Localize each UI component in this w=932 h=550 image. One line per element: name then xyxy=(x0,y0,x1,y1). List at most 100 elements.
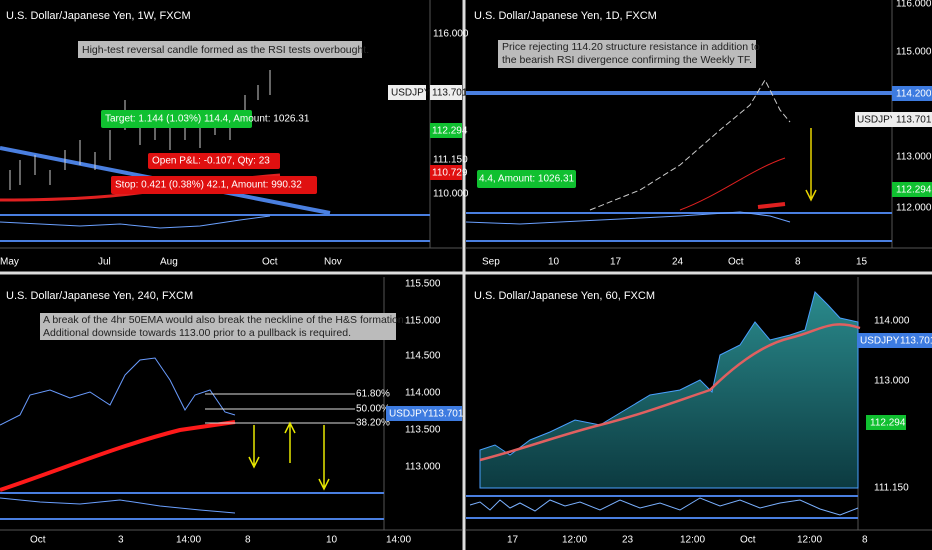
symbol-tag xyxy=(388,85,426,100)
order-label: Target: 1.144 (1.03%) 114.4, Amount: 102… xyxy=(105,114,310,125)
x-label: 14:00 xyxy=(386,535,411,546)
panel-title: U.S. Dollar/Japanese Yen, 1D, FXCM xyxy=(474,10,657,22)
fib-label: 61.80% xyxy=(356,389,390,400)
order-label: Stop: 0.421 (0.38%) 42.1, Amount: 990.32 xyxy=(115,180,302,191)
price-tag-label: 113.701 xyxy=(432,88,468,99)
symbol: USDJPY xyxy=(389,409,429,420)
x-label: 10 xyxy=(548,257,560,268)
annotation: the bearish RSI divergence confirming th… xyxy=(502,54,752,66)
x-label: May xyxy=(0,257,19,268)
symbol: USDJPY xyxy=(857,115,897,126)
panel-title: U.S. Dollar/Japanese Yen, 240, FXCM xyxy=(6,290,193,302)
x-label: 17 xyxy=(507,535,519,546)
price-tag-label: 114.200 xyxy=(896,89,932,100)
axis-label: 111.150 xyxy=(874,483,909,494)
panel-title: U.S. Dollar/Japanese Yen, 1W, FXCM xyxy=(6,10,191,22)
annotation: Price rejecting 114.20 structure resista… xyxy=(502,41,760,53)
price-tag-label: 112.294 xyxy=(432,126,468,137)
x-label: 12:00 xyxy=(562,535,587,546)
panel-1h: U.S. Dollar/Japanese Yen, 60, FXCM 114.0… xyxy=(466,290,932,546)
axis-label: 114.000 xyxy=(405,388,441,399)
order-label: 4.4, Amount: 1026.31 xyxy=(479,174,575,185)
x-label: 24 xyxy=(672,257,684,268)
rsi xyxy=(465,211,791,225)
x-label: 8 xyxy=(862,535,868,546)
divergence-line xyxy=(757,202,786,209)
axis-label: 113.000 xyxy=(896,152,932,163)
x-label: Sep xyxy=(482,257,500,268)
order-stop xyxy=(111,176,317,194)
order-target xyxy=(477,170,576,188)
ema xyxy=(0,420,236,492)
rsi xyxy=(0,497,236,514)
arrow xyxy=(805,128,817,202)
ema xyxy=(679,157,786,211)
panel-title: U.S. Dollar/Japanese Yen, 60, FXCM xyxy=(474,290,655,302)
x-label: 14:00 xyxy=(176,535,201,546)
symbol: USDJPY xyxy=(391,88,431,99)
annotation-box xyxy=(40,313,396,340)
x-label: Oct xyxy=(740,535,756,546)
annotation: A break of the 4hr 50EMA would also brea… xyxy=(43,314,407,326)
x-label: 12:00 xyxy=(797,535,822,546)
axis-label: 110.000 xyxy=(433,189,469,200)
rsi xyxy=(469,497,859,516)
axis-label: 113.500 xyxy=(405,425,441,436)
price-tag xyxy=(430,123,462,138)
symbol: USDJPY xyxy=(860,336,900,347)
x-label: 23 xyxy=(622,535,634,546)
axis-label: 113.000 xyxy=(874,376,910,387)
x-label: Jul xyxy=(98,257,111,268)
rsi xyxy=(0,215,271,229)
fib-label: 50.00% xyxy=(356,404,390,415)
x-label: 10 xyxy=(326,535,338,546)
price-tag-label: 112.294 xyxy=(896,185,932,196)
price-tag xyxy=(892,112,932,127)
candles xyxy=(589,78,791,211)
order-label: Open P&L: -0.107, Qty: 23 xyxy=(152,156,270,167)
x-label: Nov xyxy=(324,257,342,268)
axis-label: 114.000 xyxy=(874,316,910,327)
symbol-tag xyxy=(855,112,892,127)
panel-daily: U.S. Dollar/Japanese Yen, 1D, FXCM Price… xyxy=(465,0,932,268)
annotation: High-test reversal candle formed as the … xyxy=(82,44,369,56)
axis-label: 115.500 xyxy=(405,279,441,290)
axis-label: 115.000 xyxy=(405,316,441,327)
area xyxy=(479,291,859,489)
x-label: 12:00 xyxy=(680,535,705,546)
order-pnl xyxy=(148,153,280,169)
annotation: Additional downside towards 113.00 prior… xyxy=(43,327,351,339)
x-label: Aug xyxy=(160,257,178,268)
panel-4h: U.S. Dollar/Japanese Yen, 240, FXCM 61.8… xyxy=(0,279,464,546)
price-tag-label: 113.701 xyxy=(900,336,932,347)
x-label: 8 xyxy=(795,257,801,268)
annotation-box xyxy=(78,41,362,58)
axis-label: 116.000 xyxy=(433,29,469,40)
price xyxy=(0,357,236,426)
arrow xyxy=(248,421,330,491)
x-label: 15 xyxy=(856,257,868,268)
price-tag-label: 112.294 xyxy=(870,418,906,429)
price-tag xyxy=(430,165,462,180)
price-tag-label: 110.729 xyxy=(432,168,468,179)
x-label: 17 xyxy=(610,257,622,268)
x-label: Oct xyxy=(728,257,744,268)
price-tag-label: 113.701 xyxy=(896,115,932,126)
price-tag xyxy=(386,406,462,421)
axis-label: 113.000 xyxy=(405,462,441,473)
axis-label: 115.000 xyxy=(896,47,932,58)
axis-label: 111.150 xyxy=(433,155,468,166)
fib-label: 38.20% xyxy=(356,418,390,429)
x-label: Oct xyxy=(262,257,278,268)
price-tag xyxy=(866,415,906,430)
price-tag xyxy=(857,333,932,348)
price-tag-label: 113.701 xyxy=(428,409,464,420)
axis-label: 112.000 xyxy=(896,203,932,214)
panel-weekly: U.S. Dollar/Japanese Yen, 1W, FXCM High-… xyxy=(0,10,469,268)
x-label: 8 xyxy=(245,535,251,546)
price-tag xyxy=(892,182,932,197)
annotation-box xyxy=(498,40,756,68)
x-label: Oct xyxy=(30,535,46,546)
order-target xyxy=(101,110,252,128)
